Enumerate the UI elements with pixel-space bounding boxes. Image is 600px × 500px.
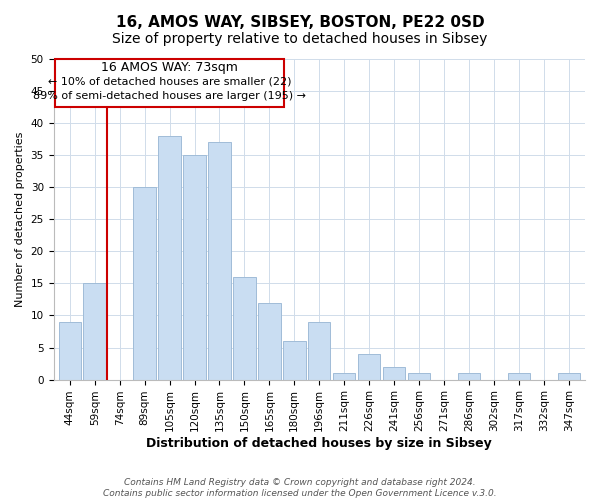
Bar [183, 155, 206, 380]
Text: Contains HM Land Registry data © Crown copyright and database right 2024.
Contai: Contains HM Land Registry data © Crown c… [103, 478, 497, 498]
Y-axis label: Number of detached properties: Number of detached properties [15, 132, 25, 307]
Bar [258, 302, 281, 380]
X-axis label: Distribution of detached houses by size in Sibsey: Distribution of detached houses by size … [146, 437, 492, 450]
Bar [408, 373, 430, 380]
Bar [208, 142, 230, 380]
Bar [358, 354, 380, 380]
Bar [383, 367, 406, 380]
Bar [557, 373, 580, 380]
Bar [133, 187, 156, 380]
Text: ← 10% of detached houses are smaller (22): ← 10% of detached houses are smaller (22… [48, 76, 292, 86]
Bar [59, 322, 81, 380]
Bar [508, 373, 530, 380]
Text: Size of property relative to detached houses in Sibsey: Size of property relative to detached ho… [112, 32, 488, 46]
Bar [458, 373, 480, 380]
Bar [233, 277, 256, 380]
Text: 16 AMOS WAY: 73sqm: 16 AMOS WAY: 73sqm [101, 62, 238, 74]
Text: 16, AMOS WAY, SIBSEY, BOSTON, PE22 0SD: 16, AMOS WAY, SIBSEY, BOSTON, PE22 0SD [116, 15, 484, 30]
Bar [83, 284, 106, 380]
Bar [158, 136, 181, 380]
Bar [308, 322, 331, 380]
Text: 89% of semi-detached houses are larger (195) →: 89% of semi-detached houses are larger (… [33, 90, 306, 101]
Bar [283, 341, 305, 380]
Bar [333, 373, 355, 380]
FancyBboxPatch shape [55, 59, 284, 107]
